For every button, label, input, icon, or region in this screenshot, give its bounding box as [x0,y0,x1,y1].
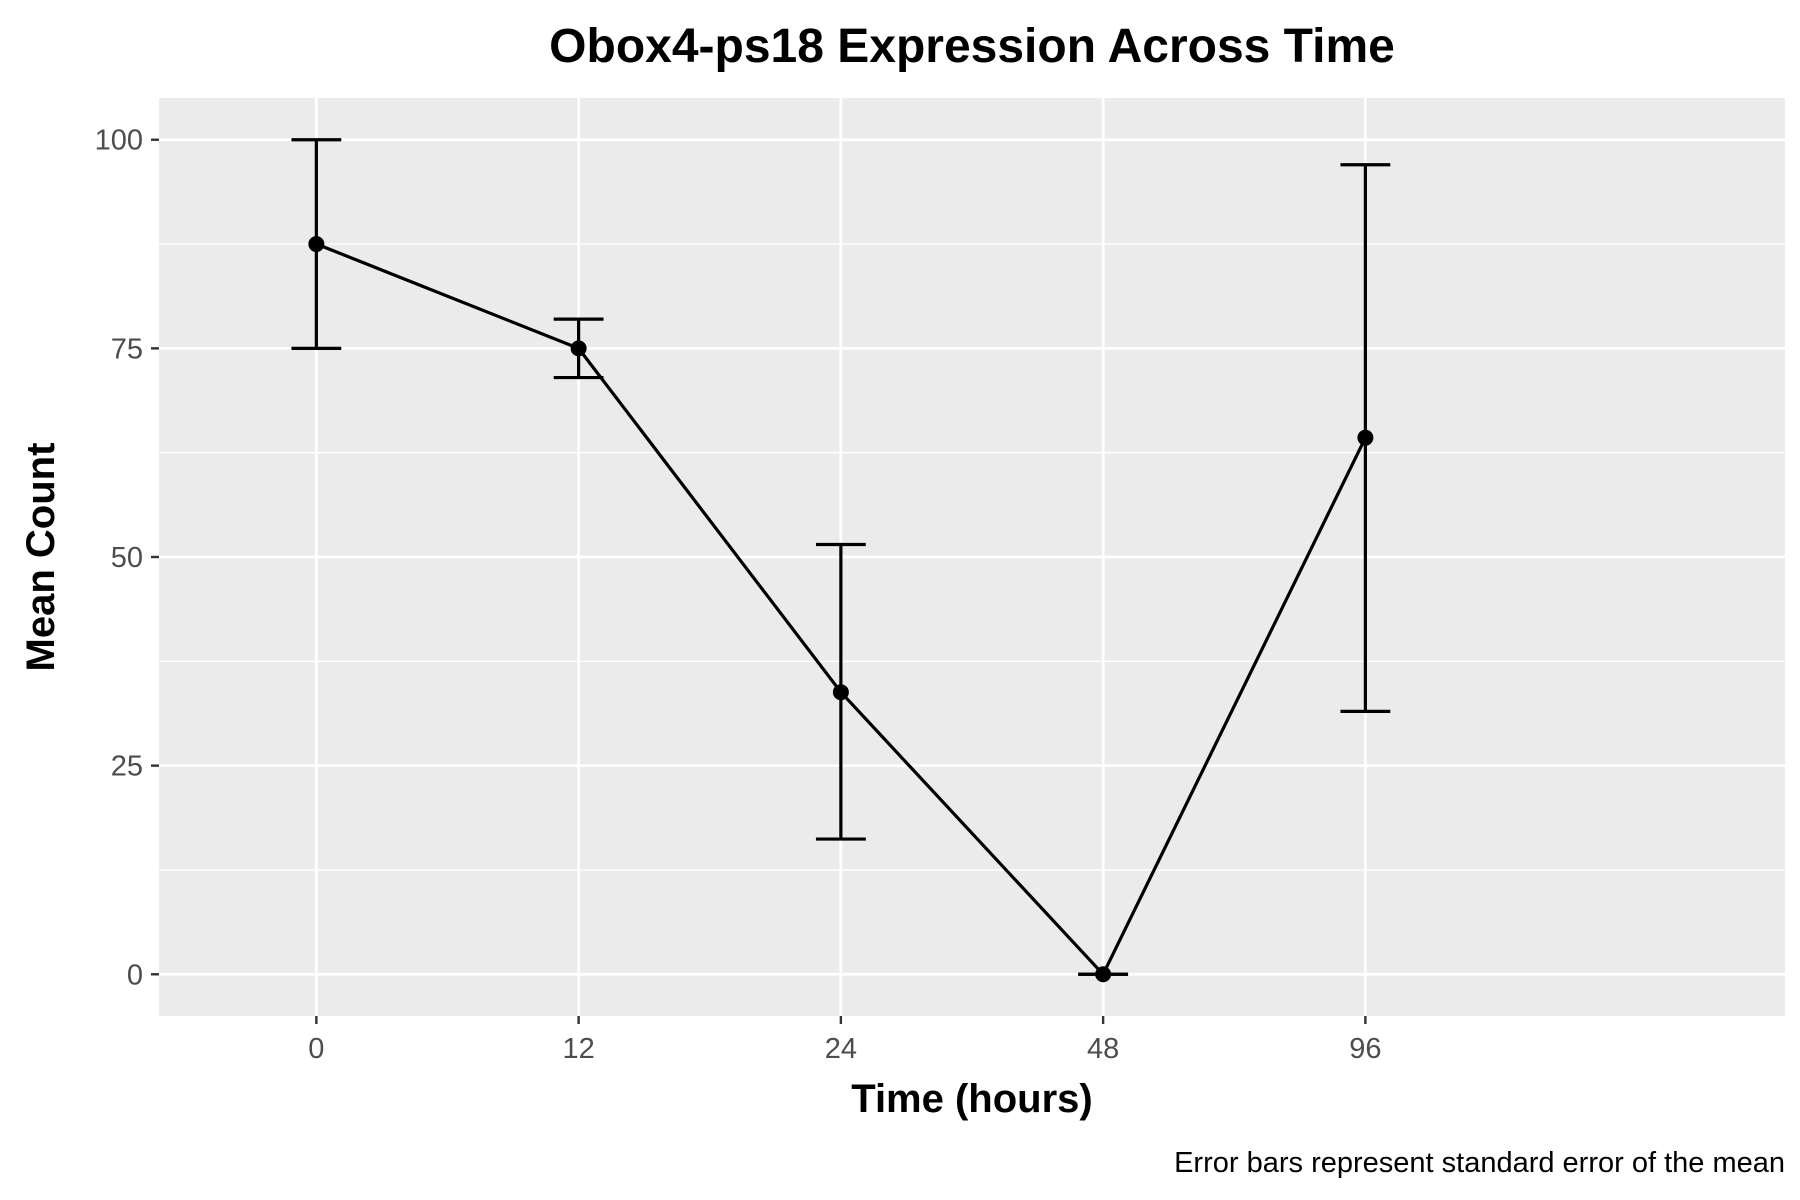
chart-caption: Error bars represent standard error of t… [1174,1147,1785,1179]
y-tick-label: 25 [111,751,143,783]
x-tick-label: 0 [308,1033,324,1065]
y-tick-label: 0 [127,959,143,991]
point-layer [308,236,1374,983]
y-tick-label: 50 [111,542,143,574]
data-point [570,340,587,357]
data-point [308,236,325,253]
y-axis-title: Mean Count [19,443,63,672]
x-axis-title: Time (hours) [851,1077,1093,1121]
x-tick-label: 48 [1087,1033,1119,1065]
grid-minor [159,243,1785,871]
y-tick-label: 100 [95,125,143,157]
x-axis: 0 12 24 48 96 [308,1016,1382,1065]
data-point [832,684,849,701]
y-tick-label: 75 [111,333,143,365]
chart-title: Obox4-ps18 Expression Across Time [549,20,1395,73]
data-point [1357,429,1374,446]
x-tick-label: 24 [825,1033,857,1065]
y-axis: 0 25 50 75 100 [95,125,159,991]
x-tick-label: 12 [562,1033,594,1065]
data-point [1095,966,1112,983]
x-tick-label: 96 [1349,1033,1381,1065]
